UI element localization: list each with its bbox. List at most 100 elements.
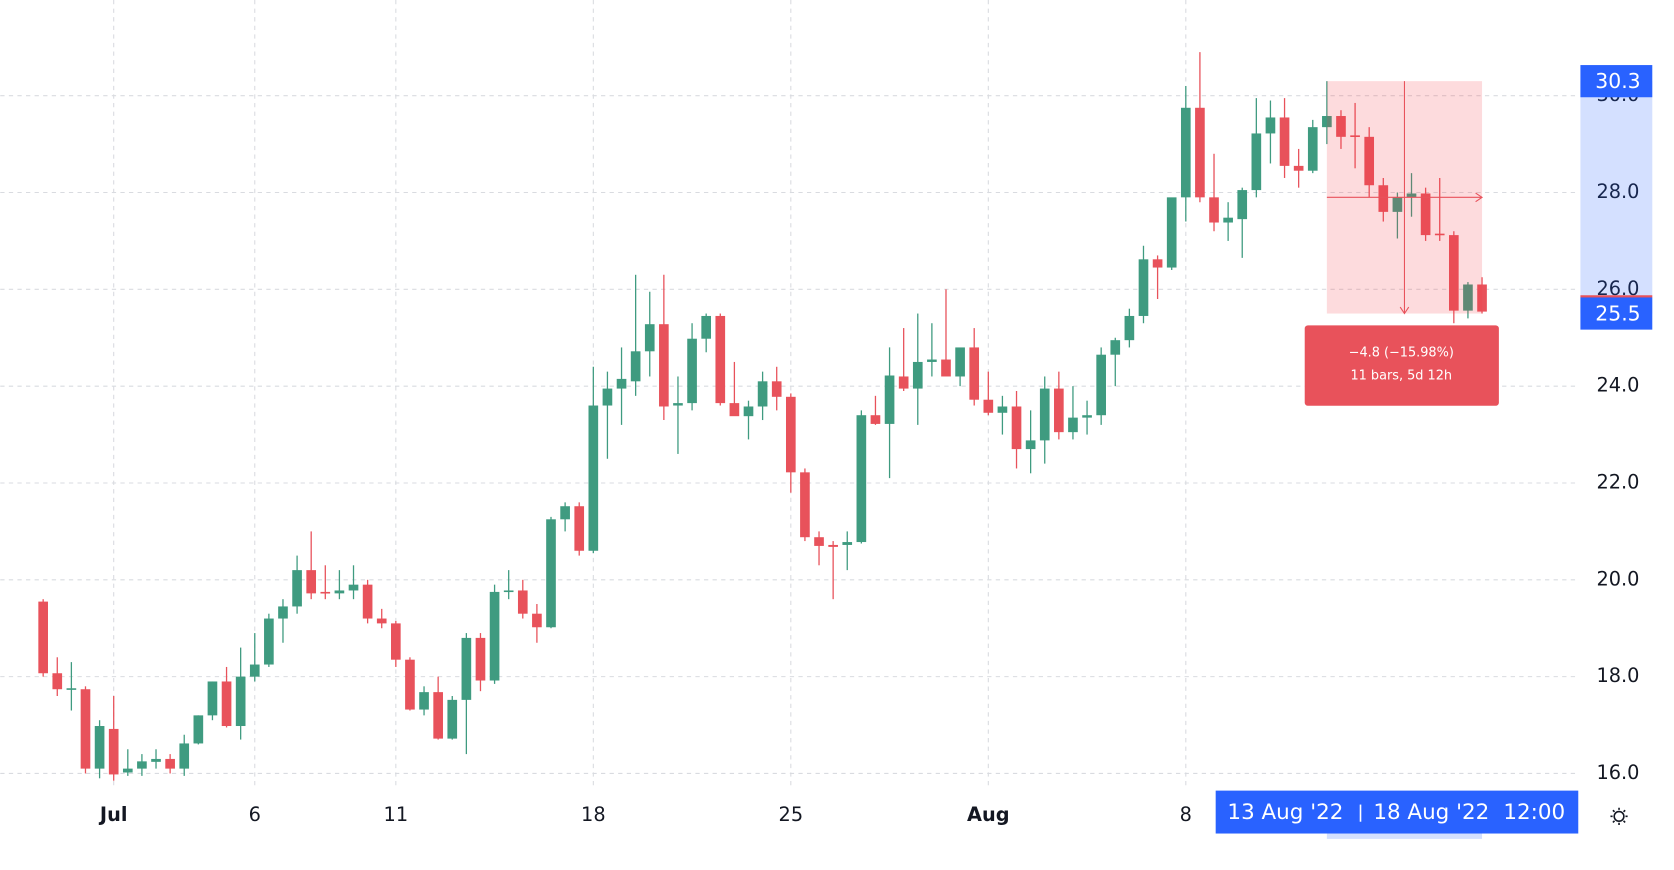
time-label: 12:00: [1503, 800, 1565, 825]
measure-info-box: [1304, 325, 1499, 406]
candle-body: [1209, 197, 1219, 223]
candle-body: [405, 659, 415, 710]
time-label: 18 Aug '22: [1373, 800, 1489, 825]
candle-body: [1110, 340, 1121, 355]
candle-body: [292, 570, 302, 607]
candle-body: [602, 388, 613, 406]
y-tick-label: 18.0: [1596, 664, 1639, 687]
candle-body: [1336, 116, 1346, 137]
measure-arrow-head: [1475, 192, 1484, 203]
candle-body: [489, 591, 500, 681]
candle-body: [1124, 315, 1135, 341]
candle-body: [898, 376, 909, 389]
candle-body: [687, 338, 697, 404]
x-tick-label: 18: [581, 803, 606, 826]
candle-body: [151, 758, 161, 762]
y-tick-label: 16.0: [1596, 761, 1639, 784]
x-tick-label: Jul: [98, 803, 128, 826]
candle-body: [1392, 197, 1403, 212]
candle-body: [278, 606, 288, 619]
candle-body: [729, 403, 740, 417]
candle-body: [927, 359, 937, 362]
candle-body: [179, 743, 190, 769]
candle-body: [969, 347, 980, 400]
x-tick-label: 6: [249, 803, 261, 826]
candle-body: [757, 381, 768, 407]
candle-body: [447, 699, 458, 739]
candle-body: [122, 768, 133, 773]
candle-body: [997, 406, 1008, 413]
candle-body: [856, 415, 867, 543]
candle-body: [221, 681, 232, 727]
candles: [38, 52, 1487, 781]
candle-body: [320, 591, 331, 594]
candle-body: [137, 761, 147, 769]
candle-body: [1251, 133, 1262, 191]
candle-body: [1180, 107, 1191, 198]
candle-body: [1477, 284, 1487, 312]
candle-body: [264, 618, 274, 665]
price-label: 30.3: [1595, 69, 1640, 93]
candle-body: [828, 544, 838, 547]
candle-body: [630, 351, 641, 382]
x-tick-label: 8: [1180, 803, 1192, 826]
candle-body: [334, 590, 345, 594]
candle-body: [235, 676, 246, 727]
candle-body: [616, 378, 627, 389]
measure-change: −4.8 (−15.98%): [1349, 346, 1454, 361]
candle-body: [588, 405, 599, 551]
candle-body: [1279, 117, 1290, 166]
price-label-bg: [1580, 65, 1653, 98]
candle-body: [659, 324, 669, 407]
price-range-highlight: [1580, 81, 1653, 314]
candle-body: [94, 726, 105, 769]
candle-body: [955, 347, 965, 377]
candle-body: [1195, 107, 1205, 198]
grid: [0, 0, 1579, 789]
y-tick-label: 20.0: [1596, 567, 1639, 590]
candle-body: [461, 637, 472, 700]
candle-body: [1420, 193, 1431, 236]
measure-bars: 11 bars, 5d 12h: [1350, 368, 1452, 383]
candle-body: [842, 542, 853, 545]
candle-body: [419, 692, 429, 710]
candle-body: [743, 406, 754, 417]
candle-body: [80, 689, 91, 769]
x-tick-label: 25: [779, 803, 804, 826]
candle-body: [517, 590, 528, 614]
candle-body: [800, 472, 810, 538]
time-label: 13 Aug '22: [1227, 800, 1343, 825]
settings-icon[interactable]: [1610, 807, 1628, 825]
candle-body: [1449, 235, 1459, 311]
time-label-bg: [1215, 790, 1579, 834]
candle-body: [870, 415, 881, 424]
candle-body: [574, 506, 585, 551]
candle-body: [306, 570, 317, 594]
price-label-bg: [1580, 297, 1653, 330]
y-tick-label: 24.0: [1596, 374, 1639, 397]
candle-body: [1463, 284, 1473, 311]
candle-body: [701, 315, 712, 339]
candle-body: [1378, 185, 1389, 212]
candle-body: [1082, 415, 1092, 418]
candle-body: [503, 590, 514, 593]
candle-body: [193, 715, 204, 744]
y-tick-label: 26.0: [1596, 277, 1639, 300]
candle-body: [1152, 259, 1163, 268]
candle-body: [1237, 190, 1248, 220]
candle-body: [1011, 406, 1022, 450]
candle-body: [814, 537, 824, 546]
candle-body: [941, 359, 951, 377]
candle-body: [38, 601, 48, 674]
candle-body: [1068, 417, 1078, 433]
candle-body: [475, 637, 486, 681]
candle-body: [1138, 259, 1149, 316]
overlays: −4.8 (−15.98%) 11 bars, 5d 12h: [1304, 81, 1499, 406]
candle-body: [983, 399, 994, 413]
candle-body: [884, 375, 895, 424]
candle-body: [348, 584, 359, 591]
candle-body: [1223, 217, 1233, 223]
candle-body: [785, 396, 796, 473]
candle-body: [165, 758, 175, 769]
y-tick-label: 22.0: [1596, 470, 1639, 493]
